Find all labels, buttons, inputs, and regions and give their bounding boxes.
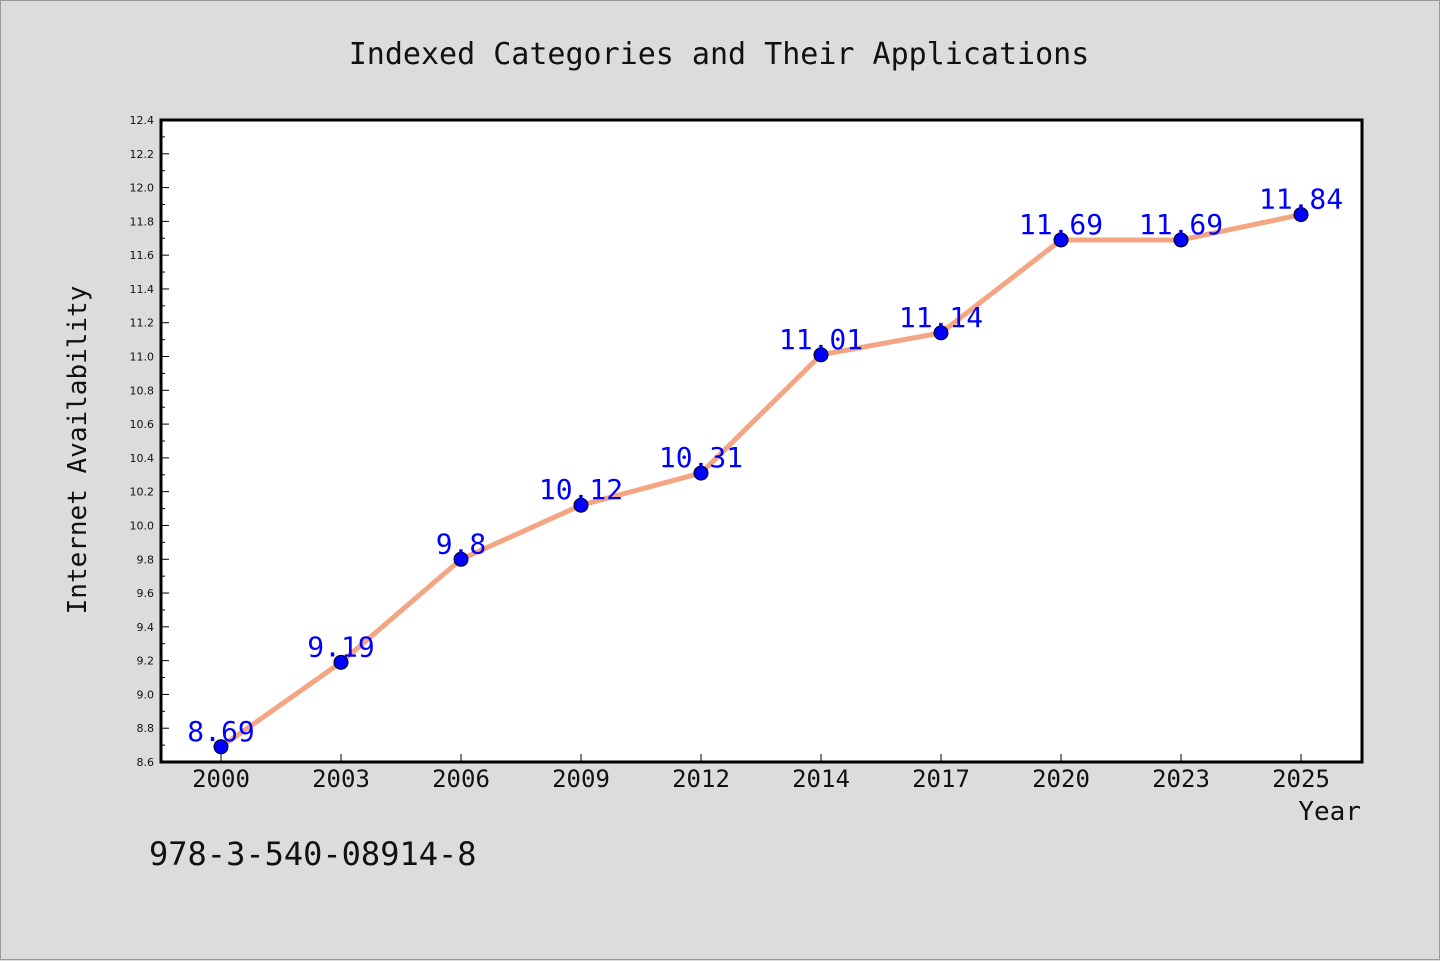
data-label: 11.84 (1259, 183, 1343, 216)
y-tick-label: 10.0 (130, 519, 155, 532)
x-tick-label: 2000 (192, 765, 250, 793)
data-point (933, 325, 949, 341)
x-tick-label: 2020 (1032, 765, 1090, 793)
y-tick-label: 11.8 (130, 215, 155, 228)
data-point (1293, 207, 1309, 223)
data-point (1053, 232, 1069, 248)
y-tick-label: 11.6 (130, 249, 155, 262)
data-label: 8.69 (187, 715, 254, 748)
data-label: 9.19 (307, 630, 374, 663)
series-line (218, 212, 1304, 750)
data-point (333, 654, 349, 670)
data-label: 11.69 (1139, 208, 1223, 241)
x-tick-label: 2014 (792, 765, 850, 793)
y-tick-label: 11.4 (130, 283, 155, 296)
data-label: 9.8 (436, 527, 487, 560)
data-point (813, 347, 829, 363)
x-tick-label: 2023 (1152, 765, 1210, 793)
y-tick-label: 9.0 (137, 688, 155, 701)
data-point (453, 551, 469, 567)
y-tick-label: 9.4 (137, 621, 155, 634)
y-tick-label: 8.8 (137, 722, 155, 735)
x-tick-label: 2009 (552, 765, 610, 793)
isbn-text: 978-3-540-08914-8 (149, 835, 477, 873)
data-point (693, 465, 709, 481)
y-tick-label: 10.4 (130, 452, 155, 465)
y-tick-label: 11.2 (130, 317, 155, 330)
y-axis-label: Internet Availability (63, 286, 93, 615)
y-axis: 8.6 8.8 9.0 9.2 9.4 9.6 9.8 10.0 10.2 10.4 10.6 10.… (130, 114, 169, 769)
y-tick-label: 8.6 (137, 756, 155, 769)
plot-area (159, 118, 1364, 764)
y-tick-label: 10.8 (130, 384, 155, 397)
y-tick-label: 10.2 (130, 486, 155, 499)
y-tick-label: 11.0 (130, 351, 155, 364)
data-labels: 8.69 9.19 9.8 10.12 10.31 11.01 11.14 11.69 11.6… (187, 183, 1343, 748)
data-point (573, 497, 589, 513)
y-tick-label: 10.6 (130, 418, 155, 431)
data-markers (213, 207, 1309, 755)
series-line-group (218, 212, 1304, 750)
x-tick-label: 2012 (672, 765, 730, 793)
x-tick-label: 2025 (1272, 765, 1330, 793)
y-tick-label: 12.0 (130, 182, 155, 195)
chart-title: Indexed Categories and Their Application… (349, 37, 1090, 72)
y-tick-label: 12.2 (130, 148, 155, 161)
y-tick-label: 9.8 (137, 553, 155, 566)
data-label: 10.31 (659, 441, 743, 474)
x-axis-label: Year (1298, 797, 1361, 827)
data-label: 10.12 (539, 473, 623, 506)
data-label: 11.69 (1019, 208, 1103, 241)
data-point (213, 739, 229, 755)
x-axis: 2000 2003 2006 2009 2012 2014 2017 2020 2023 2025 (192, 754, 1330, 793)
x-tick-label: 2003 (312, 765, 370, 793)
x-tick-label: 2006 (432, 765, 490, 793)
data-point (1173, 232, 1189, 248)
y-tick-label: 12.4 (130, 114, 155, 127)
data-label: 11.14 (899, 301, 983, 334)
data-label: 11.01 (779, 323, 863, 356)
x-tick-label: 2017 (912, 765, 970, 793)
y-tick-label: 9.6 (137, 587, 155, 600)
y-tick-label: 9.2 (137, 655, 155, 668)
